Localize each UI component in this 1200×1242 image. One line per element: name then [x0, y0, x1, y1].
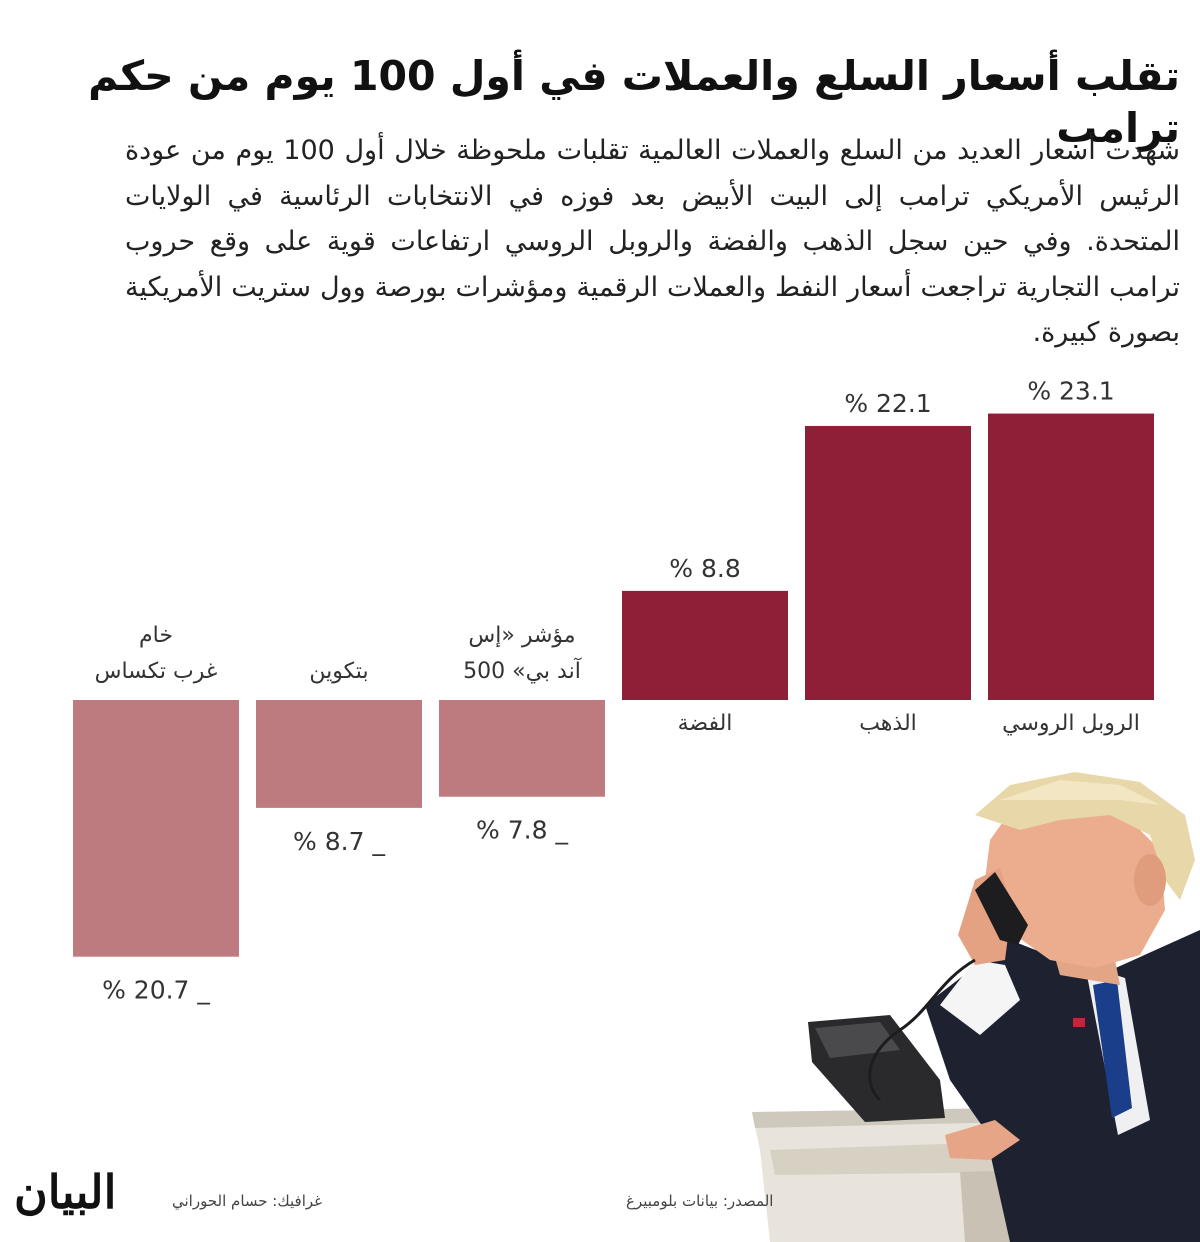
- bar-4: [256, 700, 422, 808]
- bar-1: [805, 425, 971, 700]
- category-label-5-0: خام: [139, 623, 173, 648]
- category-label-2-0: الفضة: [678, 711, 733, 736]
- value-label-2: % 8.8: [669, 554, 740, 583]
- bar-0: [988, 413, 1154, 700]
- value-label-1: % 22.1: [844, 389, 931, 418]
- category-label-4-0: بتكوين: [309, 659, 368, 684]
- category-label-1-0: الذهب: [859, 711, 917, 736]
- page-title: تقلب أسعار السلع والعملات في أول 100 يوم…: [88, 52, 1180, 152]
- value-label-3: % 7.8 _: [476, 816, 568, 845]
- category-label-3-1: آند بي» 500: [463, 657, 582, 684]
- category-label-0-0: الروبل الروسي: [1002, 711, 1140, 736]
- bar-2: [622, 590, 788, 700]
- graphic-credit: غرافيك: حسام الحوراني: [172, 1192, 322, 1210]
- category-label-5-1: غرب تكساس: [95, 659, 218, 684]
- bar-3: [439, 700, 605, 797]
- value-label-4: % 8.7 _: [293, 827, 385, 856]
- bar-5: [73, 700, 239, 957]
- category-label-3-0: مؤشر «إس: [468, 623, 575, 648]
- value-label-0: % 23.1: [1027, 377, 1114, 406]
- intro-paragraph: شهدت أسعار العديد من السلع والعملات العا…: [125, 135, 1181, 348]
- value-label-5: % 20.7 _: [102, 976, 210, 1005]
- albayan-logo: البيان: [14, 1165, 117, 1219]
- source-note: المصدر: بيانات بلومبيرغ: [626, 1192, 774, 1210]
